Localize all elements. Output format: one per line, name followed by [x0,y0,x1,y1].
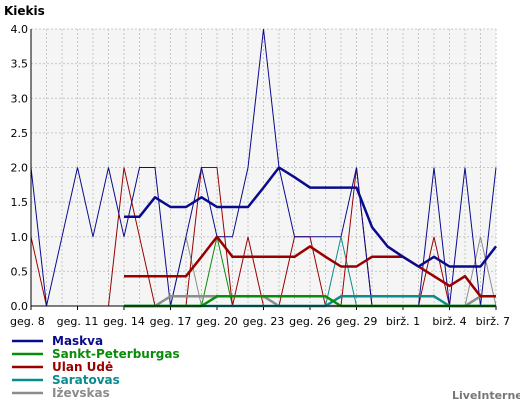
y-tick-label: 3.0 [11,92,29,105]
series-line-average [124,166,497,268]
x-tick-label: geg. 26 [289,315,331,328]
x-tick-label: geg. 23 [243,315,285,328]
y-tick-label: 1.0 [11,231,29,244]
legend-label: Saratovas [52,373,120,387]
series-line-average [124,235,496,298]
legend-label: Ulan Udė [52,360,113,374]
x-tick-label: geg. 17 [150,315,192,328]
y-tick-label: 1.5 [11,196,29,209]
y-tick-label: 2.5 [11,127,29,140]
y-tick-label: 0.0 [11,300,29,313]
x-tick-label: geg. 11 [57,315,99,328]
x-tick-label: birž. 1 [386,315,420,328]
chart-title: Kiekis [4,4,45,18]
credit-text: LiveInternet [452,389,520,402]
x-tick-label: birž. 4 [432,315,466,328]
x-tick-label: geg. 20 [196,315,238,328]
x-tick-label: birž. 7 [476,315,510,328]
x-tick-label: geg. 29 [336,315,378,328]
x-tick-label: geg. 14 [103,315,145,328]
legend-label: Iževskas [52,386,110,400]
y-tick-label: 3.5 [11,58,29,71]
y-tick-label: 0.5 [11,265,29,278]
x-tick-label: geg. 8 [10,315,45,328]
x-axis-ticks: geg. 8 geg. 11 geg. 14 geg. 17 geg. 20 geg. 2… [10,306,510,328]
legend-label: Sankt-Peterburgas [52,347,180,361]
y-tick-label: 2.0 [11,162,29,175]
y-axis-ticks: 0.0 0.5 1.0 1.5 2.0 2.5 3.0 3.5 4.0 [11,23,29,313]
legend-label: Maskva [52,334,103,348]
y-tick-label: 4.0 [11,23,29,36]
